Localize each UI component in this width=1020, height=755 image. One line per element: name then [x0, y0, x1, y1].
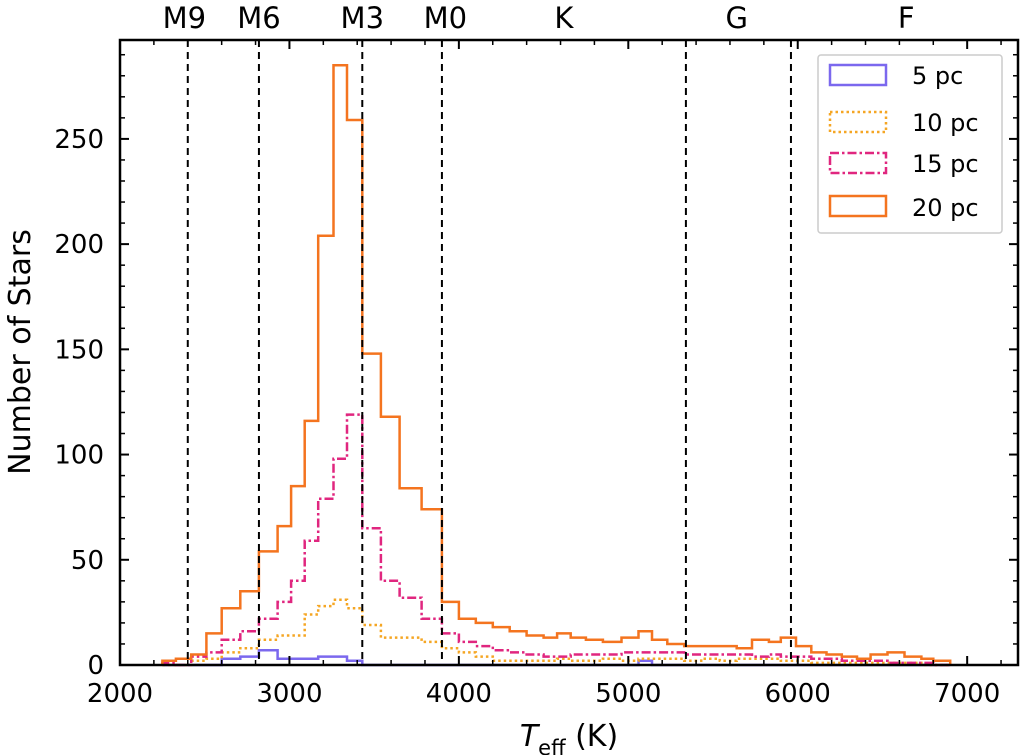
axis-ticks-layer: 2000 3000 4000 5000 6000 7000 0 50 100 150 200 250: [54, 40, 1018, 709]
plot-frame: [118, 38, 1020, 667]
legend-entry: 10 pc: [828, 109, 979, 137]
series-15pc-histogram: [161, 413, 951, 667]
x-tick-label: 7000: [934, 679, 1000, 709]
x-axis-title-subscript: eff: [538, 736, 566, 755]
legend-entry: 20 pc: [828, 194, 979, 222]
y-tick-label: 0: [87, 651, 104, 681]
legend-swatch: [828, 110, 888, 134]
x-tick-label: 5000: [595, 679, 661, 709]
legend-swatch: [828, 194, 888, 218]
spectral-type-label: M3: [341, 1, 384, 35]
y-tick-label: 100: [54, 441, 104, 471]
spectral-type-labels: M9 M6 M3 M0 K G F: [163, 1, 915, 35]
y-axis-title: Number of Stars: [3, 229, 38, 475]
spectral-type-label: M0: [424, 1, 467, 35]
y-tick-label: 50: [71, 546, 104, 576]
y-tick-label: 250: [54, 125, 104, 155]
spectral-boundary-layer: [186, 40, 792, 665]
spectral-type-label: M9: [163, 1, 206, 35]
legend-entry: 15 pc: [828, 150, 979, 178]
series-20pc-histogram: [161, 64, 952, 665]
x-axis-title-units: (K): [566, 719, 619, 754]
y-tick-label: 200: [54, 230, 104, 260]
x-tick-label: 4000: [426, 679, 492, 709]
spectral-type-label: G: [725, 1, 747, 35]
y-tick-label: 150: [54, 335, 104, 365]
legend-label: 15 pc: [912, 150, 979, 178]
legend-entry: 5 pc: [828, 62, 963, 90]
x-axis-title-symbol: T: [520, 719, 541, 754]
legend-swatch: [828, 151, 888, 175]
legend-label: 20 pc: [912, 194, 979, 222]
legend-label: 5 pc: [912, 62, 963, 90]
legend: 5 pc 10 pc 15 pc 20 pc: [817, 54, 1003, 234]
x-tick-label: 2000: [87, 679, 153, 709]
spectral-type-label: M6: [237, 1, 280, 35]
spectral-type-label: F: [898, 1, 915, 35]
x-axis-title: Teff (K): [520, 719, 618, 755]
legend-label: 10 pc: [912, 109, 979, 137]
spectral-type-label: K: [554, 1, 574, 35]
x-tick-label: 3000: [256, 679, 322, 709]
legend-swatch: [828, 63, 888, 87]
legend-frame: [817, 54, 1003, 234]
x-tick-label: 6000: [765, 679, 831, 709]
